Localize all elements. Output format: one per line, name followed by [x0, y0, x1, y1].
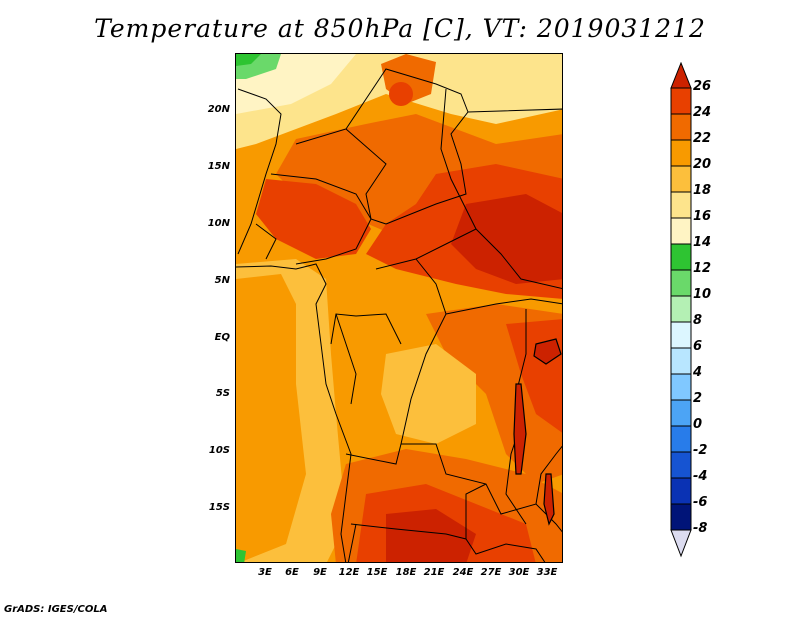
- colorbar-label: 6: [693, 339, 703, 354]
- lat-label: 5S: [215, 388, 230, 399]
- lon-label: 21E: [423, 567, 445, 578]
- colorbar-cell: [670, 451, 692, 479]
- lon-label: 12E: [338, 567, 360, 578]
- colorbar-cell: [670, 529, 692, 558]
- colorbar-label: -8: [693, 521, 708, 536]
- lat-label: 20N: [207, 104, 230, 115]
- colorbar-cell: [670, 165, 692, 193]
- lat-label: 10N: [207, 218, 230, 229]
- grads-credit: GrADS: IGES/COLA: [4, 604, 108, 615]
- colorbar-label: 20: [693, 157, 712, 172]
- lon-label: 27E: [480, 567, 502, 578]
- colorbar-cell: [670, 503, 692, 531]
- colorbar-label: 12: [693, 261, 712, 276]
- colorbar-label: 2: [693, 391, 703, 406]
- colorbar-label: -6: [693, 495, 708, 510]
- lon-label: 30E: [508, 567, 530, 578]
- colorbar-cell: [670, 477, 692, 505]
- colorbar-cell: [670, 347, 692, 375]
- colorbar-label: 26: [693, 79, 712, 94]
- colorbar-label: 14: [693, 235, 712, 250]
- colorbar-label: 0: [693, 417, 703, 432]
- lon-label: 6E: [285, 567, 299, 578]
- lon-label: 9E: [313, 567, 327, 578]
- colorbar-cell: [670, 321, 692, 349]
- colorbar-label: 24: [693, 105, 712, 120]
- colorbar-cell: [670, 62, 692, 89]
- colorbar-label: 10: [693, 287, 712, 302]
- temperature-map: [235, 53, 563, 563]
- colorbar-cell: [670, 295, 692, 323]
- colorbar-label: 4: [693, 365, 703, 380]
- lon-label: 24E: [452, 567, 474, 578]
- colorbar-cell: [670, 373, 692, 401]
- lat-label: 15S: [208, 502, 230, 513]
- colorbar-cell: [670, 113, 692, 141]
- colorbar-label: -2: [693, 443, 708, 458]
- colorbar: [670, 62, 692, 558]
- colorbar-cell: [670, 425, 692, 453]
- lon-label: 18E: [395, 567, 417, 578]
- colorbar-cell: [670, 139, 692, 167]
- lat-label: 15N: [207, 161, 230, 172]
- lat-label: 5N: [214, 275, 230, 286]
- lat-label: 10S: [208, 445, 230, 456]
- colorbar-cell: [670, 269, 692, 297]
- lat-label: EQ: [214, 332, 230, 343]
- lon-label: 3E: [258, 567, 272, 578]
- lon-label: 15E: [366, 567, 388, 578]
- colorbar-label: 18: [693, 183, 712, 198]
- colorbar-cell: [670, 217, 692, 245]
- colorbar-cells: [670, 62, 692, 558]
- colorbar-cell: [670, 191, 692, 219]
- colorbar-label: -4: [693, 469, 708, 484]
- colorbar-cell: [670, 399, 692, 427]
- temperature-field: [236, 54, 562, 562]
- colorbar-label: 22: [693, 131, 712, 146]
- lon-label: 33E: [536, 567, 558, 578]
- colorbar-label: 8: [693, 313, 703, 328]
- colorbar-label: 16: [693, 209, 712, 224]
- colorbar-cell: [670, 87, 692, 115]
- colorbar-cell: [670, 243, 692, 271]
- map-title: Temperature at 850hPa [C], VT: 201903121…: [94, 14, 706, 43]
